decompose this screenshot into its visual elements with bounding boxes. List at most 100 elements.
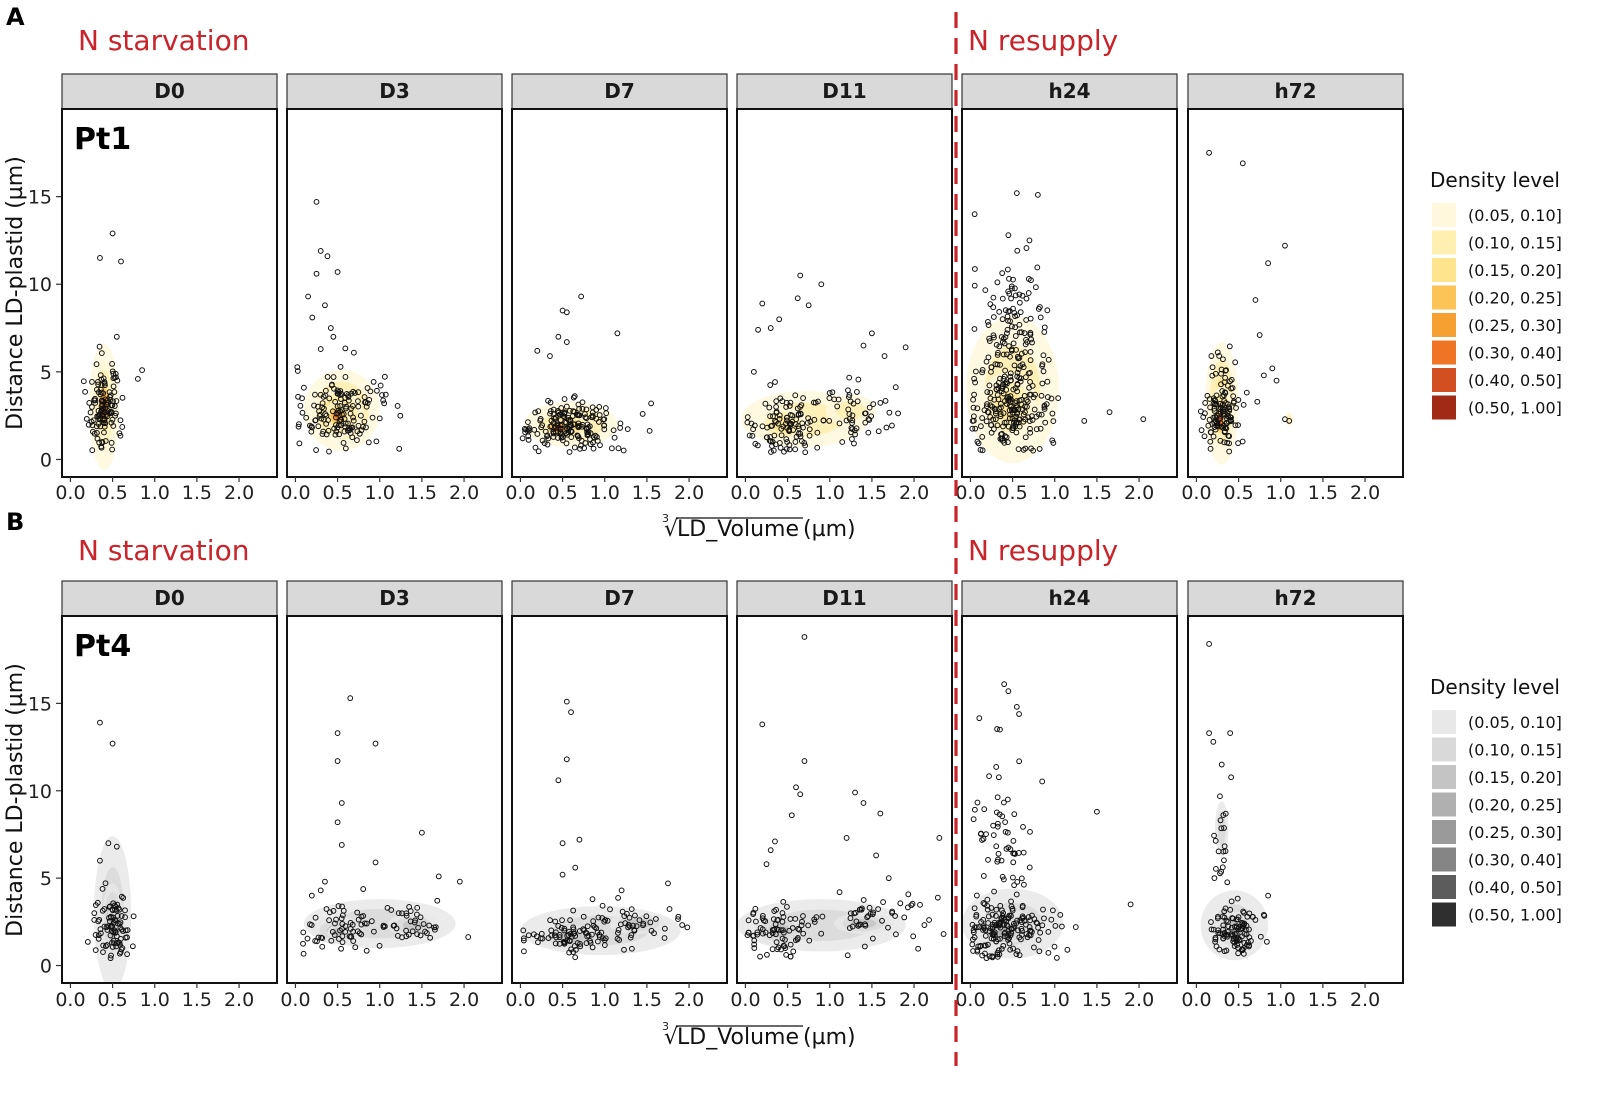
data-point — [297, 402, 304, 409]
data-point — [556, 934, 563, 941]
data-point — [110, 383, 117, 390]
data-point — [1025, 914, 1032, 920]
data-point — [337, 363, 344, 370]
data-point — [1002, 819, 1009, 826]
facet-D0: D0 0.0 0.5 1.0 1.5 2.0 Pt1 — [55, 73, 278, 504]
data-point — [759, 300, 766, 307]
data-point — [427, 934, 434, 941]
data-point — [754, 929, 761, 936]
data-point — [971, 266, 978, 272]
data-point — [620, 447, 627, 454]
data-point — [558, 924, 565, 931]
data-point — [1023, 245, 1030, 251]
data-point — [974, 438, 981, 445]
facet-frame — [511, 108, 728, 478]
x-axis-title-variable: LD_Volume — [677, 517, 799, 542]
data-point — [780, 898, 787, 905]
data-point — [1011, 882, 1018, 889]
data-point — [971, 375, 978, 382]
data-point — [1220, 848, 1227, 855]
x-tick-label: 2.0 — [1350, 482, 1380, 504]
data-point — [324, 374, 331, 380]
data-point — [426, 922, 433, 929]
data-point — [1009, 425, 1016, 431]
data-point — [849, 420, 856, 426]
data-point — [1018, 350, 1025, 357]
data-point — [991, 888, 997, 895]
data-point — [111, 403, 118, 409]
data-point — [889, 422, 895, 429]
data-point — [118, 258, 124, 265]
data-point — [1053, 954, 1060, 961]
data-point — [1013, 398, 1020, 405]
data-point — [1211, 408, 1218, 414]
data-point — [1035, 306, 1042, 312]
data-point — [329, 408, 336, 415]
data-point — [985, 941, 991, 948]
data-point — [577, 941, 583, 947]
facet-strip-label: h72 — [1274, 586, 1316, 610]
data-point — [1002, 398, 1008, 404]
data-point — [1230, 393, 1237, 400]
data-point — [578, 293, 585, 300]
facet-strip-label: D0 — [154, 586, 185, 610]
data-point — [352, 944, 359, 951]
x-tick-label: 0.0 — [505, 989, 535, 1011]
data-point — [1048, 395, 1055, 402]
data-point — [322, 302, 328, 309]
panel-B: B N starvation N resupply Distance LD-plast… — [3, 508, 1562, 1050]
data-point — [849, 436, 855, 442]
data-point — [759, 721, 766, 728]
data-point — [1038, 392, 1045, 399]
data-point — [101, 380, 108, 387]
data-point — [312, 417, 319, 424]
data-point — [1007, 946, 1014, 953]
data-point — [590, 445, 597, 452]
data-point — [1019, 902, 1026, 909]
data-point — [360, 886, 367, 892]
data-point — [1028, 445, 1034, 452]
data-point — [1011, 309, 1018, 316]
data-point — [1055, 395, 1062, 402]
data-point — [590, 439, 596, 446]
data-point — [984, 902, 991, 909]
data-point — [855, 376, 862, 383]
data-point — [99, 439, 106, 446]
data-point — [843, 417, 850, 424]
data-point — [89, 404, 95, 410]
data-point — [563, 698, 570, 705]
data-point — [1000, 351, 1007, 358]
facet-frame — [286, 108, 503, 478]
data-point — [555, 333, 562, 340]
data-point — [648, 400, 655, 407]
data-point — [349, 424, 356, 431]
x-tick-label: 1.5 — [1082, 989, 1112, 1011]
data-point — [1029, 413, 1035, 420]
data-point — [379, 392, 385, 398]
data-point — [1256, 332, 1263, 338]
density-contour — [1286, 414, 1292, 424]
data-point — [984, 906, 991, 913]
data-point — [596, 412, 603, 418]
data-point — [978, 918, 985, 925]
data-point — [563, 309, 570, 316]
data-point — [582, 414, 589, 421]
data-point — [786, 927, 793, 934]
data-point — [434, 897, 441, 904]
data-point — [989, 921, 996, 928]
data-point — [569, 413, 576, 419]
data-point — [596, 403, 603, 410]
data-point — [995, 379, 1002, 386]
data-point — [1209, 364, 1216, 371]
x-axis-title-root-sign: √ — [664, 1025, 679, 1050]
data-point — [1010, 945, 1017, 952]
data-point — [983, 403, 990, 410]
data-point — [326, 395, 333, 402]
data-point — [341, 416, 348, 422]
data-point — [1012, 313, 1018, 320]
data-point — [779, 910, 786, 916]
facet-strip — [511, 73, 728, 110]
data-point — [784, 903, 790, 910]
data-point — [592, 432, 599, 439]
